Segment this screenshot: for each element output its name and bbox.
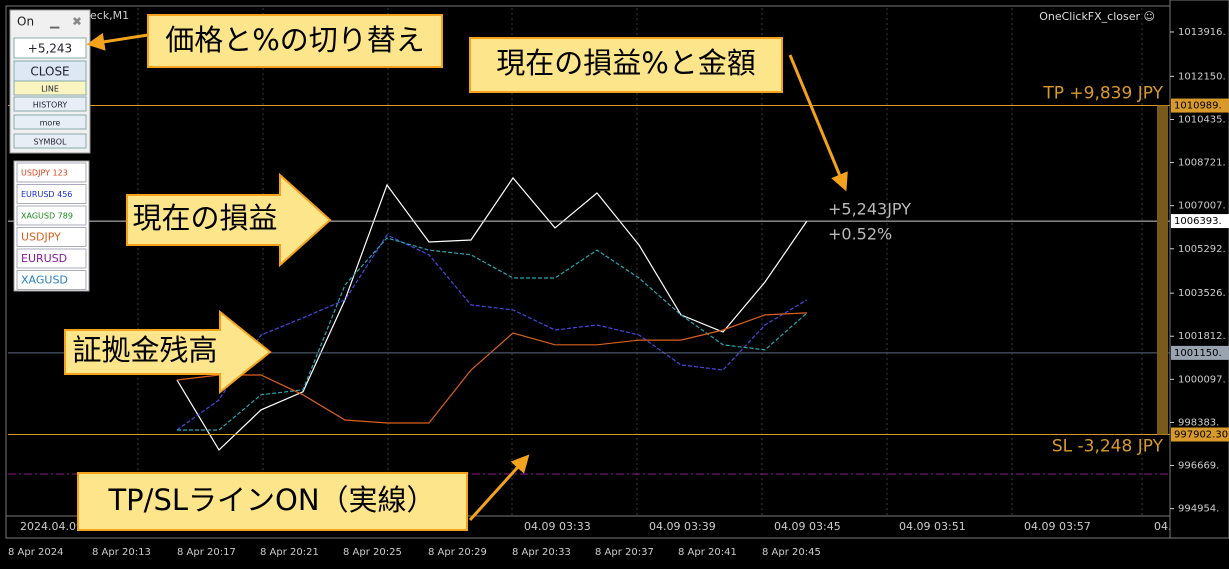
symbol-button[interactable] bbox=[16, 205, 87, 226]
panel-button-label[interactable]: CLOSE bbox=[30, 65, 69, 79]
y-tick-label: 994954. bbox=[1178, 504, 1219, 515]
symbol-label[interactable]: XAGUSD bbox=[21, 274, 68, 287]
time-tick-label: 04.09 03:51 bbox=[899, 520, 966, 533]
range-bar bbox=[1157, 105, 1168, 435]
level-text: TP +9,839 JPY bbox=[1042, 84, 1163, 104]
time-tick-label: 2024.04.09 bbox=[20, 520, 83, 533]
level-label: 1001150. bbox=[1174, 348, 1222, 359]
date-tick-label: 8 Apr 20:25 bbox=[343, 547, 402, 558]
level-box bbox=[1171, 345, 1229, 360]
y-tick-label: 1010435. bbox=[1178, 114, 1226, 125]
panel-button[interactable] bbox=[13, 96, 87, 112]
symbol-button[interactable] bbox=[16, 162, 87, 183]
panel-button[interactable] bbox=[13, 114, 87, 130]
y-tick-label: 1005292. bbox=[1178, 244, 1226, 255]
minimize[interactable]: ▁ bbox=[49, 15, 60, 29]
panel-button-label[interactable]: SYMBOL bbox=[34, 138, 68, 147]
y-tick-label: 1012150. bbox=[1178, 71, 1226, 82]
level-label: 1010989. bbox=[1174, 101, 1222, 112]
time-tick-label: 04.09 03:57 bbox=[1024, 520, 1091, 533]
symbol-label[interactable]: EURUSD 456 bbox=[21, 190, 72, 199]
date-tick-label: 8 Apr 2024 bbox=[8, 547, 63, 558]
annotation: 現在の損益 bbox=[132, 201, 277, 235]
annotation: TP/SLラインON（実線） bbox=[107, 483, 435, 517]
annotation: 証拠金残高 bbox=[72, 333, 217, 367]
annotation-box bbox=[147, 14, 443, 68]
date-tick-label: 8 Apr 20:21 bbox=[260, 547, 319, 558]
level-label: 997902.30 bbox=[1174, 430, 1228, 441]
level-box bbox=[1171, 214, 1229, 229]
date-tick-label: 8 Apr 20:17 bbox=[177, 547, 236, 558]
panel-button[interactable] bbox=[13, 80, 87, 96]
ea-name: OneClickFX_closer ☺ bbox=[1039, 10, 1155, 23]
date-tick-label: 8 Apr 20:37 bbox=[595, 547, 654, 558]
series-line bbox=[176, 176, 808, 451]
annotation-box bbox=[469, 37, 783, 93]
panel-button-label[interactable]: HISTORY bbox=[33, 101, 68, 110]
level-box bbox=[1171, 98, 1229, 113]
y-tick-label: 1000097. bbox=[1178, 374, 1226, 385]
y-tick-label: 998383. bbox=[1178, 417, 1219, 428]
date-tick-label: 8 Apr 20:45 bbox=[762, 547, 821, 558]
time-tick-label: 04.09 03:33 bbox=[524, 520, 591, 533]
arrow bbox=[468, 454, 530, 522]
level-text: SL -3,248 JPY bbox=[1052, 437, 1164, 457]
arrow bbox=[788, 54, 848, 192]
panel-button-label[interactable]: more bbox=[40, 119, 61, 128]
annotation-arrow bbox=[126, 172, 332, 268]
symbol-button[interactable] bbox=[16, 248, 87, 269]
date-tick-label: 8 Apr 20:29 bbox=[428, 547, 487, 558]
y-tick-label: 1008721. bbox=[1178, 158, 1226, 169]
date-tick-label: 8 Apr 20:13 bbox=[92, 547, 151, 558]
close-x[interactable]: ✖ bbox=[72, 15, 82, 29]
y-tick-label: 996669. bbox=[1178, 461, 1219, 472]
date-tick-label: 8 Apr 20:41 bbox=[678, 547, 737, 558]
level-label: 1006393. bbox=[1174, 216, 1222, 227]
time-tick-label: 04.09 03:39 bbox=[649, 520, 716, 533]
annotation: 価格と%の切り替え bbox=[165, 23, 425, 57]
series-line bbox=[176, 234, 808, 431]
symbol-button[interactable] bbox=[16, 270, 87, 290]
profit-amount: +5,243JPY bbox=[828, 200, 911, 219]
symbol-label: eck,M1 bbox=[90, 9, 129, 22]
annotation-arrow bbox=[64, 309, 272, 395]
y-tick-label: 1007007. bbox=[1178, 201, 1226, 212]
profit-percent: +0.52% bbox=[828, 225, 892, 244]
symbol-label[interactable]: USDJPY 123 bbox=[21, 169, 68, 178]
date-tick-label: 8 Apr 20:33 bbox=[512, 547, 571, 558]
control-panel: On ▁ ✖+5,243 CLOSE LINE HISTORY more SYMBOL USDJ… bbox=[9, 9, 91, 292]
symbol-label[interactable]: EURUSD bbox=[21, 252, 67, 265]
y-tick-label: 1001812. bbox=[1178, 331, 1226, 342]
symbol-button[interactable] bbox=[16, 227, 87, 247]
panel-button[interactable] bbox=[13, 133, 87, 149]
symbol-button[interactable] bbox=[16, 184, 87, 204]
series-line bbox=[176, 312, 808, 424]
y-tick-label: 1013916. bbox=[1178, 27, 1226, 38]
arrow bbox=[86, 32, 149, 51]
level-box bbox=[1171, 427, 1229, 442]
annotation: 現在の損益%と金額 bbox=[496, 46, 756, 80]
symbol-label[interactable]: USDJPY bbox=[21, 231, 61, 244]
panel-button[interactable] bbox=[13, 37, 87, 59]
panel-button-label[interactable]: +5,243 bbox=[28, 42, 72, 56]
time-tick-label: 04.09 03:45 bbox=[774, 520, 841, 533]
symbol-panel-bg bbox=[13, 160, 90, 292]
annotation-box bbox=[77, 472, 468, 531]
y-tick-label: 1003526. bbox=[1178, 288, 1226, 299]
price-axis bbox=[1169, 0, 1229, 539]
symbol-label[interactable]: XAGUSD 789 bbox=[21, 212, 73, 221]
series-line bbox=[177, 237, 808, 431]
panel-button-label[interactable]: LINE bbox=[41, 85, 59, 94]
panel-title: On bbox=[17, 15, 34, 29]
